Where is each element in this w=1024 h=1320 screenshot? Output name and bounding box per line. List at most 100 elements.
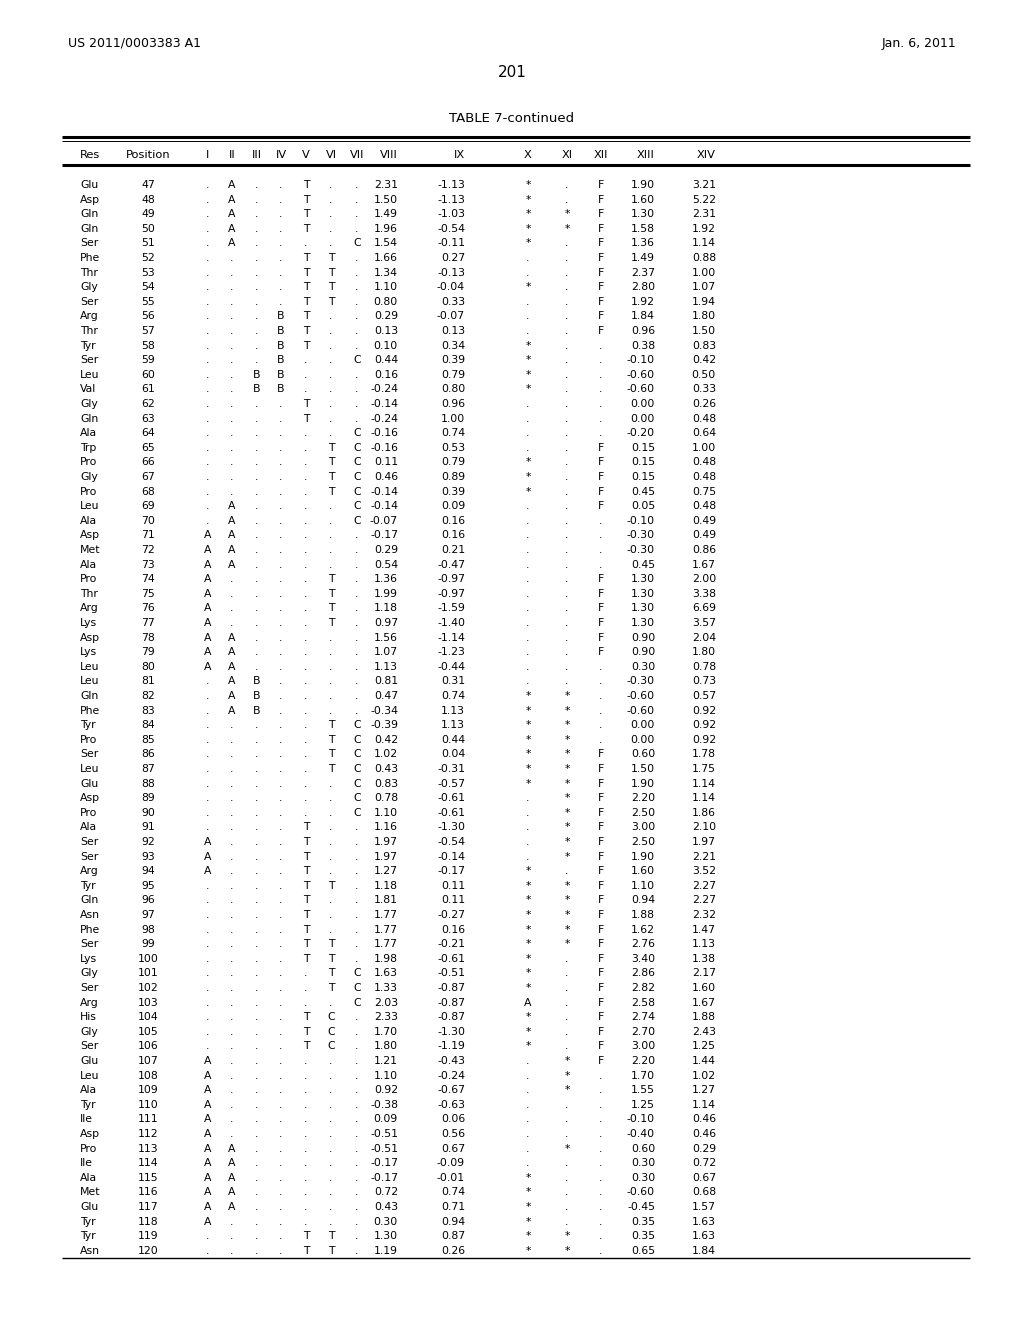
Text: .: . — [565, 253, 568, 263]
Text: 107: 107 — [137, 1056, 159, 1067]
Text: Asp: Asp — [80, 793, 100, 803]
Text: 90: 90 — [141, 808, 155, 818]
Text: *: * — [525, 750, 530, 759]
Text: T: T — [328, 574, 334, 585]
Text: 110: 110 — [137, 1100, 159, 1110]
Text: .: . — [330, 924, 333, 935]
Text: T: T — [303, 413, 309, 424]
Text: F: F — [598, 224, 604, 234]
Text: 2.27: 2.27 — [692, 880, 716, 891]
Text: .: . — [304, 1056, 307, 1067]
Text: *: * — [525, 954, 530, 964]
Text: .: . — [206, 969, 210, 978]
Text: F: F — [598, 487, 604, 496]
Text: A: A — [204, 1217, 212, 1226]
Text: 1.00: 1.00 — [440, 413, 465, 424]
Text: .: . — [304, 574, 307, 585]
Text: 2.74: 2.74 — [631, 1012, 655, 1022]
Text: .: . — [255, 808, 259, 818]
Text: .: . — [304, 998, 307, 1007]
Text: .: . — [280, 779, 283, 788]
Text: .: . — [304, 384, 307, 395]
Text: 79: 79 — [141, 647, 155, 657]
Text: *: * — [564, 793, 569, 803]
Text: .: . — [526, 268, 529, 277]
Text: 75: 75 — [141, 589, 155, 599]
Text: .: . — [280, 735, 283, 744]
Text: .: . — [255, 940, 259, 949]
Text: 0.67: 0.67 — [692, 1172, 716, 1183]
Text: .: . — [230, 808, 233, 818]
Text: .: . — [280, 545, 283, 554]
Text: .: . — [304, 1188, 307, 1197]
Text: -0.61: -0.61 — [437, 808, 465, 818]
Text: .: . — [280, 851, 283, 862]
Text: Lys: Lys — [80, 647, 97, 657]
Text: .: . — [255, 618, 259, 628]
Text: .: . — [330, 808, 333, 818]
Text: .: . — [304, 560, 307, 570]
Text: Phe: Phe — [80, 924, 100, 935]
Text: .: . — [206, 224, 210, 234]
Text: -0.04: -0.04 — [437, 282, 465, 292]
Text: .: . — [280, 194, 283, 205]
Text: .: . — [355, 1158, 358, 1168]
Text: 0.13: 0.13 — [374, 326, 398, 337]
Text: 116: 116 — [137, 1188, 159, 1197]
Text: *: * — [564, 1246, 569, 1255]
Text: T: T — [303, 822, 309, 833]
Text: .: . — [255, 560, 259, 570]
Text: .: . — [255, 297, 259, 306]
Text: 65: 65 — [141, 442, 155, 453]
Text: Ala: Ala — [80, 1085, 97, 1096]
Text: .: . — [526, 545, 529, 554]
Text: 6.69: 6.69 — [692, 603, 716, 614]
Text: .: . — [599, 706, 603, 715]
Text: .: . — [599, 690, 603, 701]
Text: 1.67: 1.67 — [692, 560, 716, 570]
Text: 84: 84 — [141, 721, 155, 730]
Text: .: . — [280, 632, 283, 643]
Text: 0.79: 0.79 — [441, 370, 465, 380]
Text: B: B — [253, 384, 261, 395]
Text: 1.75: 1.75 — [692, 764, 716, 774]
Text: 2.43: 2.43 — [692, 1027, 716, 1036]
Text: *: * — [564, 940, 569, 949]
Text: .: . — [280, 1056, 283, 1067]
Text: .: . — [280, 209, 283, 219]
Text: .: . — [280, 458, 283, 467]
Text: C: C — [353, 808, 360, 818]
Text: -0.39: -0.39 — [370, 721, 398, 730]
Text: .: . — [330, 866, 333, 876]
Text: Tyr: Tyr — [80, 341, 95, 351]
Text: .: . — [330, 661, 333, 672]
Text: -0.30: -0.30 — [627, 676, 655, 686]
Text: .: . — [230, 268, 233, 277]
Text: .: . — [206, 239, 210, 248]
Text: 0.46: 0.46 — [374, 473, 398, 482]
Text: .: . — [230, 603, 233, 614]
Text: .: . — [206, 895, 210, 906]
Text: 0.79: 0.79 — [441, 458, 465, 467]
Text: .: . — [565, 413, 568, 424]
Text: 0.16: 0.16 — [441, 924, 465, 935]
Text: .: . — [565, 194, 568, 205]
Text: .: . — [304, 1114, 307, 1125]
Text: .: . — [355, 574, 358, 585]
Text: .: . — [230, 1056, 233, 1067]
Text: A: A — [228, 1172, 236, 1183]
Text: 100: 100 — [137, 954, 159, 964]
Text: .: . — [355, 1232, 358, 1241]
Text: .: . — [526, 632, 529, 643]
Text: .: . — [280, 764, 283, 774]
Text: 0.48: 0.48 — [692, 458, 716, 467]
Text: .: . — [206, 735, 210, 744]
Text: 78: 78 — [141, 632, 155, 643]
Text: T: T — [303, 326, 309, 337]
Text: .: . — [526, 531, 529, 540]
Text: 85: 85 — [141, 735, 155, 744]
Text: .: . — [330, 428, 333, 438]
Text: Ser: Ser — [80, 239, 98, 248]
Text: .: . — [255, 1203, 259, 1212]
Text: 1.50: 1.50 — [692, 326, 716, 337]
